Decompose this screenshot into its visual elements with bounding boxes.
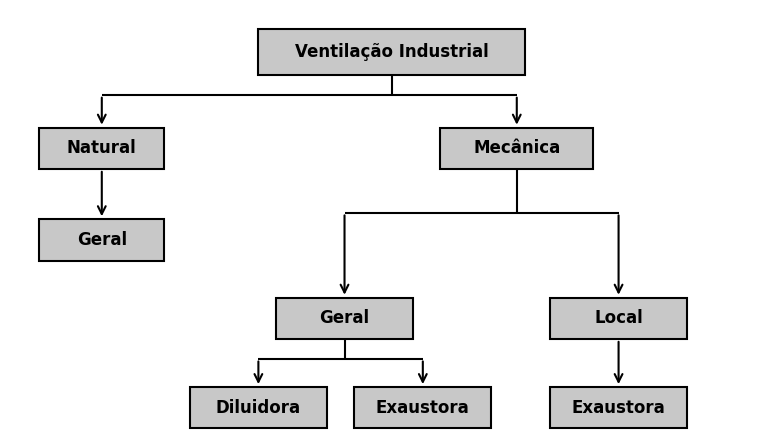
Text: Local: Local: [594, 309, 643, 327]
FancyBboxPatch shape: [440, 127, 594, 169]
Text: Natural: Natural: [67, 139, 137, 157]
Text: Ventilação Industrial: Ventilação Industrial: [294, 43, 489, 61]
FancyBboxPatch shape: [276, 298, 413, 339]
FancyBboxPatch shape: [190, 387, 327, 428]
FancyBboxPatch shape: [550, 387, 687, 428]
Text: Geral: Geral: [77, 231, 127, 249]
Text: Exaustora: Exaustora: [572, 399, 666, 417]
Text: Geral: Geral: [319, 309, 370, 327]
FancyBboxPatch shape: [354, 387, 492, 428]
Text: Diluidora: Diluidora: [216, 399, 301, 417]
FancyBboxPatch shape: [39, 127, 164, 169]
FancyBboxPatch shape: [39, 219, 164, 260]
FancyBboxPatch shape: [550, 298, 687, 339]
FancyBboxPatch shape: [258, 30, 525, 75]
Text: Mecânica: Mecânica: [473, 139, 561, 157]
Text: Exaustora: Exaustora: [376, 399, 470, 417]
